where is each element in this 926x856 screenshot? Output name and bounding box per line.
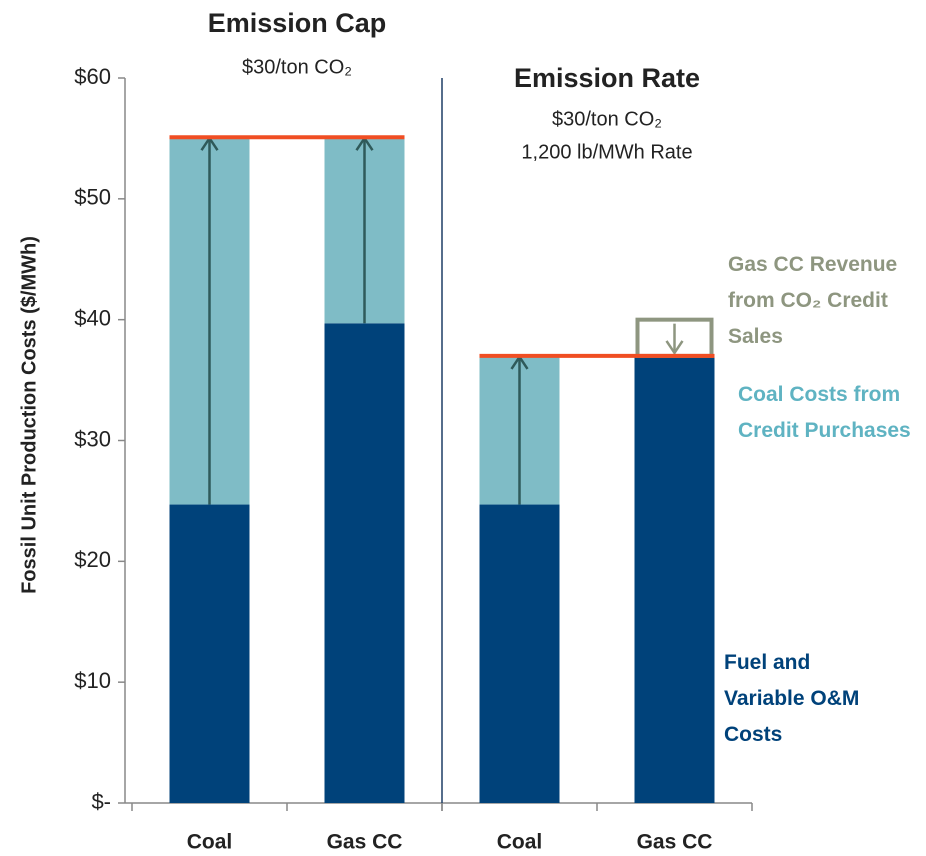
group-title: Emission Cap [208,8,387,38]
legend-label: Fuel and Variable O&M Costs [724,651,860,746]
bar-segment [634,355,715,803]
y-tick-label: $- [91,789,111,814]
legend-label: Gas CC Revenue from CO₂ Credit Sales [728,253,898,348]
y-tick-label: $60 [74,64,111,89]
y-tick-label: $40 [74,305,111,330]
bar-segment [169,504,250,803]
legend-label: Coal Costs from Credit Purchases [738,383,911,442]
arrow-head [665,340,684,356]
group-subtitle: 1,200 lb/MWh Rate [521,141,692,163]
group-subtitle: $30/ton CO₂ [552,108,662,130]
group-title: Emission Rate [514,63,700,93]
x-tick-label: Coal [187,831,233,854]
y-tick-label: $30 [74,426,111,451]
y-tick-label: $10 [74,668,111,693]
y-tick-label: $20 [74,547,111,572]
bar-segment [324,323,405,803]
y-axis-label: Fossil Unit Production Costs ($/MWh) [18,236,40,594]
y-tick-label: $50 [74,185,111,210]
group-subtitle: $30/ton CO₂ [242,56,352,78]
x-tick-label: Gas CC [327,831,403,854]
x-tick-label: Coal [497,831,543,854]
bar-segment [479,504,560,803]
x-tick-label: Gas CC [637,831,713,854]
